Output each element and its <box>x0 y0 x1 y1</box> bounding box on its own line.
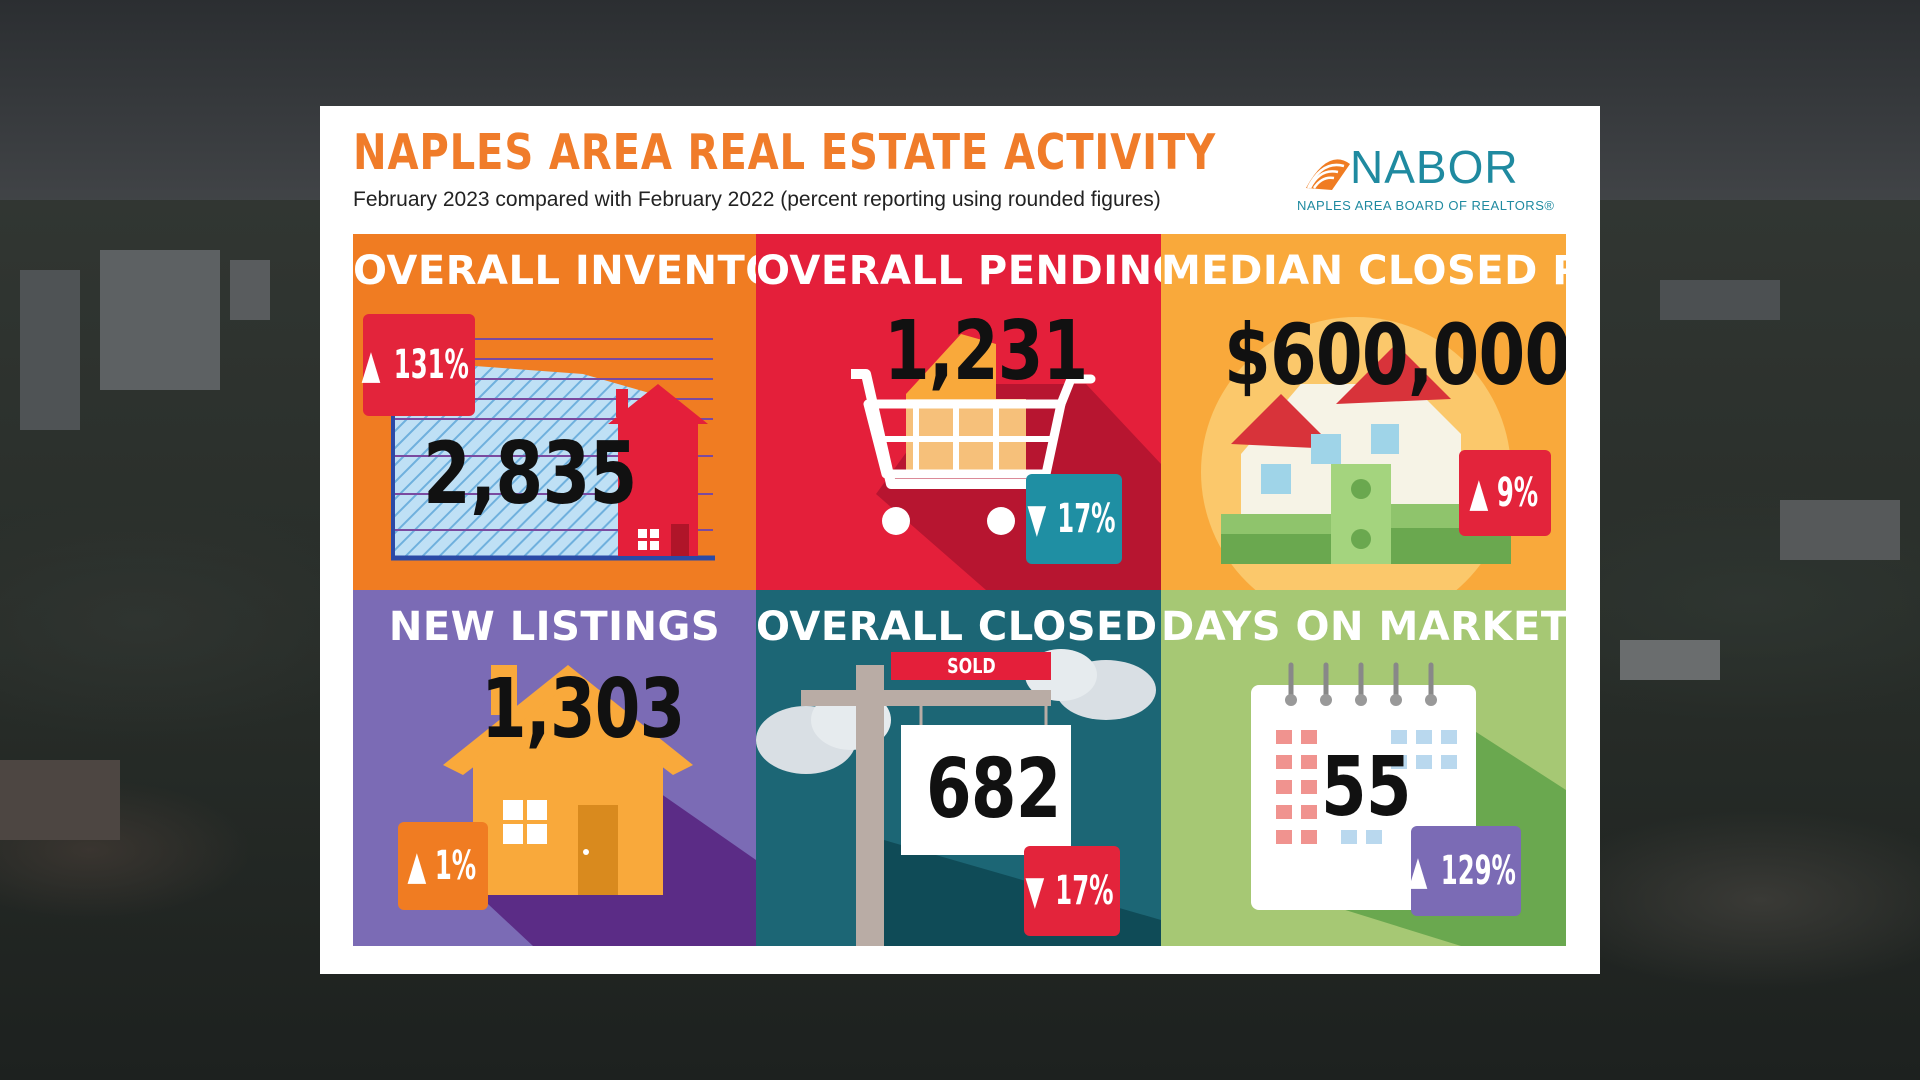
house-illustration <box>443 665 756 946</box>
arrow-up-icon: ▲ <box>361 342 381 388</box>
tile-overall-pending-sales: OVERALL PENDING SALES 1,231 ▼17% <box>756 234 1161 590</box>
stats-grid: OVERALL INVENTORY 2,835 ▲131% <box>353 234 1566 946</box>
arrow-down-icon: ▼ <box>1025 868 1045 914</box>
tile-overall-closed-sales: OVERALL CLOSED SALES SOLD 682 ▼17% <box>756 590 1161 946</box>
arrow-down-icon: ▼ <box>1027 496 1047 542</box>
sold-sign-label: SOLD <box>946 654 996 678</box>
nabor-logo: NABOR NAPLES AREA BOARD OF REALTORS® <box>1297 141 1558 214</box>
change-badge: ▼ 17% <box>1026 474 1122 564</box>
infographic-card: NAPLES AREA REAL ESTATE ACTIVITY Februar… <box>320 106 1600 974</box>
tile-median-closed-price: MEDIAN CLOSED PRICE $600,000 ▲9% <box>1161 234 1566 590</box>
page-title: NAPLES AREA REAL ESTATE ACTIVITY <box>353 124 1217 181</box>
tile-title: OVERALL INVENTORY <box>353 248 756 294</box>
tile-title: MEDIAN CLOSED PRICE <box>1161 248 1566 294</box>
change-badge: ▲ 129% <box>1408 826 1521 916</box>
tile-days-on-market: DAYS ON MARKET 55 ▲ 129% <box>1161 590 1566 946</box>
tile-value: 682 <box>926 742 1061 837</box>
tile-value: 2,835 <box>423 424 637 524</box>
tile-title: DAYS ON MARKET <box>1161 604 1566 650</box>
change-badge: ▼ 17% <box>1024 846 1120 936</box>
tile-value: 55 <box>1321 740 1412 835</box>
shell-icon <box>1306 159 1350 190</box>
tile-title: NEW LISTINGS <box>388 604 721 650</box>
tile-value: 1,303 <box>481 662 685 757</box>
tile-value: $600,000 <box>1224 306 1566 404</box>
tile-new-listings: NEW LISTINGS 1,303 ▲ 1% <box>353 590 756 946</box>
arrow-up-icon: ▲ <box>1408 848 1428 894</box>
logo-wordmark: NABOR <box>1350 141 1519 193</box>
house-and-money-illustration <box>1201 317 1511 590</box>
page-subtitle: February 2023 compared with February 202… <box>353 188 1161 211</box>
arrow-up-icon: ▲ <box>407 843 426 889</box>
change-badge: ▲ 131% <box>361 314 475 416</box>
tile-title: OVERALL CLOSED SALES <box>756 604 1161 650</box>
change-badge: ▲ 1% <box>398 822 488 910</box>
arrow-up-icon: ▲ <box>1469 470 1488 516</box>
change-badge: ▲ 9% <box>1459 450 1551 536</box>
tile-overall-inventory: OVERALL INVENTORY 2,835 ▲131% <box>353 234 756 590</box>
logo-tagline: NAPLES AREA BOARD OF REALTORS® <box>1297 198 1555 213</box>
tile-value: 1,231 <box>884 304 1088 399</box>
tile-title: OVERALL PENDING SALES <box>756 248 1161 294</box>
